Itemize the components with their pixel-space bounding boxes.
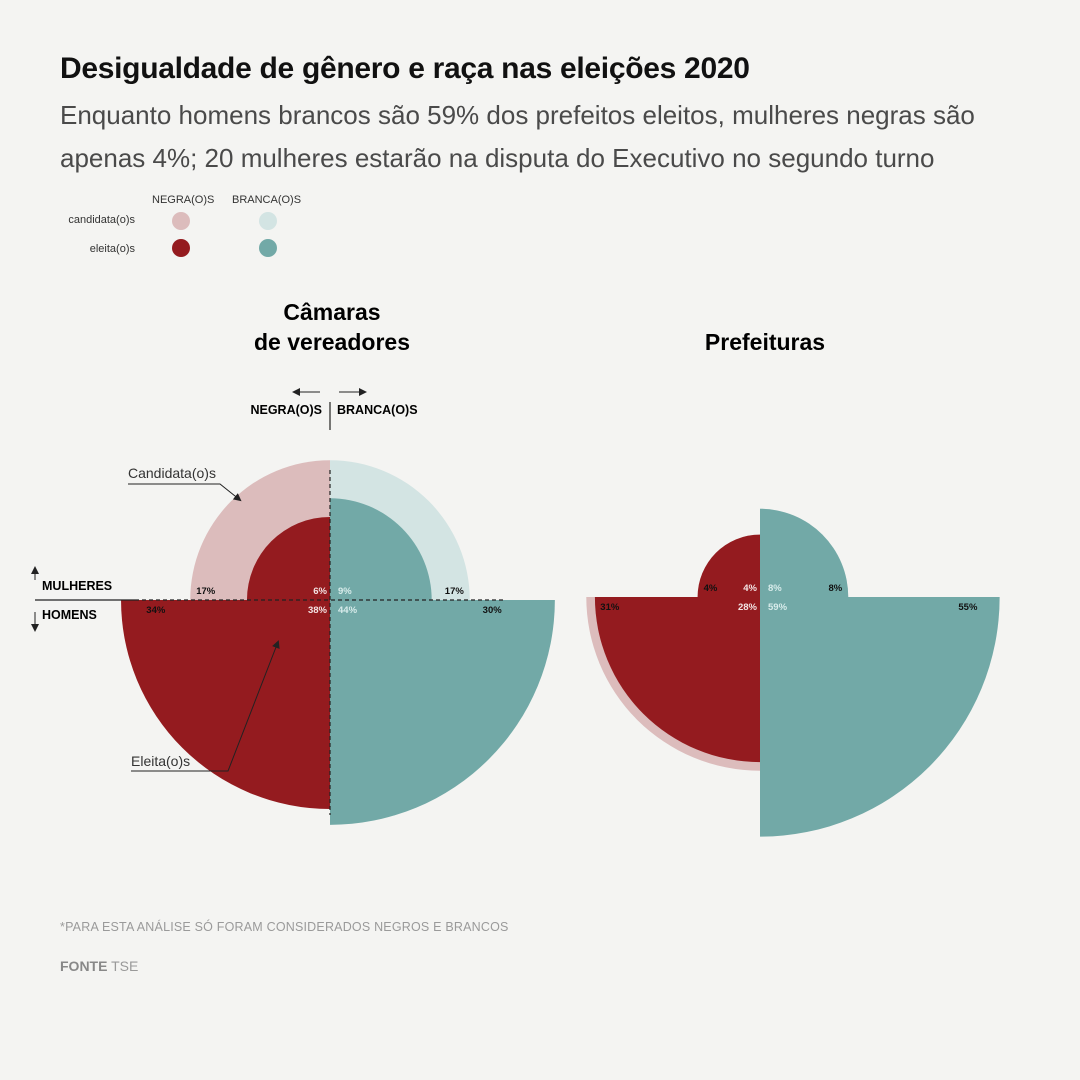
wedge-camaras-eleitas-branca-homens [330,600,555,825]
footnote: *PARA ESTA ANÁLISE SÓ FORAM CONSIDERADOS… [60,920,509,934]
label-prefeituras-eleitas-branca-mulheres: 8% [768,583,782,594]
wedge-prefeituras-eleitas-branca-homens [760,597,1000,837]
legend-row-candidatas: candidata(o)s [68,214,135,226]
label-prefeituras-candidatas-negra-homens: 31% [600,602,620,613]
label-camaras-eleitas-branca-homens: 44% [338,605,358,616]
source: FONTE TSE [60,958,138,974]
callout-eleitas: Eleita(o)s [131,753,190,769]
axis-label-homens: HOMENS [42,608,97,622]
legend-header-negra: NEGRA(O)S [152,194,215,206]
wedge-camaras-eleitas-branca-mulheres [330,498,432,600]
chart-camaras: 17% 17% 34% 30% 6% 9% 38% 44% [35,402,555,825]
axis-label-branca: BRANCA(O)S [337,403,418,417]
chart-camaras-title-line1: Câmaras [283,299,380,325]
label-camaras-eleitas-negra-mulheres: 6% [313,586,327,597]
legend: NEGRA(O)S BRANCA(O)S candidata(o)s eleit… [40,190,340,270]
axis-label-negra: NEGRA(O)S [250,403,322,417]
source-label: FONTE [60,958,108,974]
legend-dot-branca-candidatas [259,212,277,230]
wedge-camaras-eleitas-negra-homens [121,600,330,809]
chart-camaras-title-line2: de vereadores [254,329,410,355]
label-prefeituras-candidatas-branca-homens: 55% [958,602,978,613]
legend-header-branca: BRANCA(O)S [232,194,302,206]
label-camaras-eleitas-negra-homens: 38% [308,605,328,616]
label-camaras-candidatas-branca-homens: 30% [483,605,503,616]
source-value: TSE [111,958,139,974]
label-camaras-candidatas-branca-mulheres: 17% [445,586,465,597]
legend-dot-negra-eleitas [172,239,190,257]
label-prefeituras-candidatas-negra-mulheres: 4% [704,583,718,594]
label-prefeituras-eleitas-negra-mulheres: 4% [743,583,757,594]
label-prefeituras-eleitas-negra-homens: 28% [738,602,758,613]
legend-dot-negra-candidatas [172,212,190,230]
label-camaras-eleitas-branca-mulheres: 9% [338,586,352,597]
label-camaras-candidatas-negra-homens: 34% [146,605,166,616]
chart-subtitle: Enquanto homens brancos são 59% dos pref… [60,100,975,173]
wedge-prefeituras-eleitas-negra-mulheres [697,534,760,597]
chart-prefeituras: 4% 8% 31% 55% 4% 8% 28% 59% [586,508,1000,837]
label-camaras-candidatas-negra-mulheres: 17% [196,586,216,597]
chart-title: Desigualdade de gênero e raça nas eleiçõ… [60,52,750,85]
callout-candidatas: Candidata(o)s [128,465,216,481]
callout-candidatas-line [128,483,242,502]
wedge-prefeituras-eleitas-negra-homens [594,597,760,763]
axis-label-mulheres: MULHERES [42,579,112,593]
wedge-camaras-eleitas-negra-mulheres [246,516,330,600]
label-prefeituras-candidatas-branca-mulheres: 8% [828,583,842,594]
callout-eleitas-line [131,640,280,772]
legend-dot-branca-eleitas [259,239,277,257]
label-prefeituras-eleitas-branca-homens: 59% [768,602,788,613]
legend-row-eleitas: eleita(o)s [89,243,135,255]
wedge-prefeituras-eleitas-branca-mulheres [760,508,849,597]
chart-prefeituras-title: Prefeituras [705,329,825,355]
